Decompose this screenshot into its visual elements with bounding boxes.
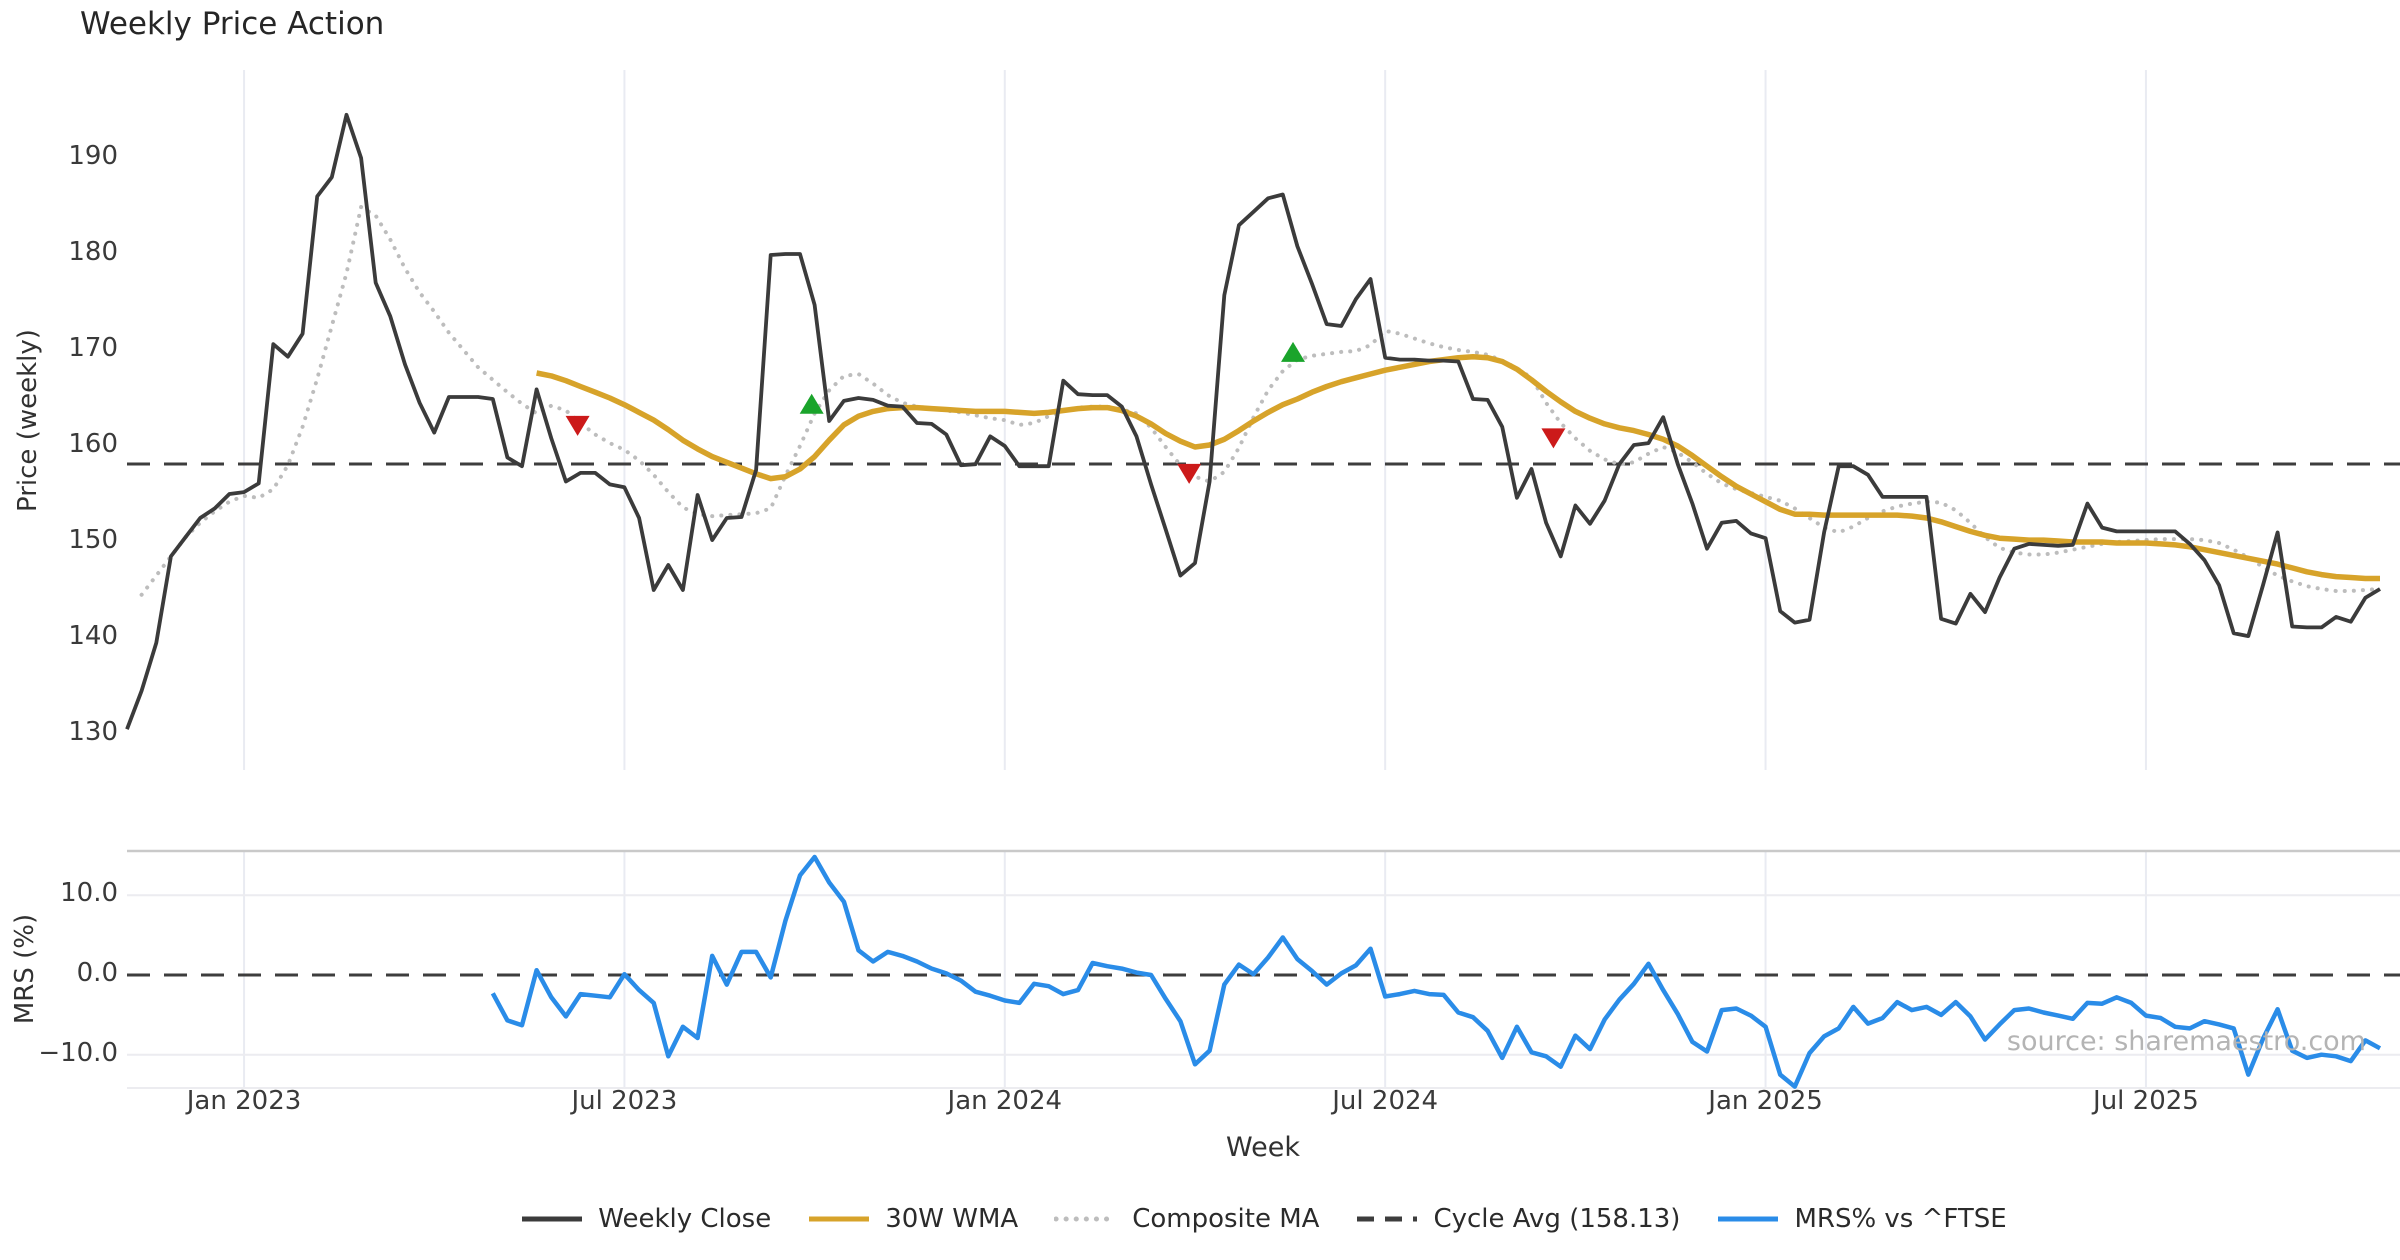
legend-item-30w-wma: 30W WMA [807, 1204, 1018, 1234]
legend-item-weekly-close: Weekly Close [520, 1204, 771, 1234]
week-tick-label: Jan 2024 [947, 1086, 1063, 1116]
sell-signal-marker [1177, 463, 1202, 484]
week-tick-label: Jul 2024 [1332, 1086, 1439, 1116]
legend-label: MRS% vs ^FTSE [1794, 1204, 2007, 1234]
mrs-tick-label: 10.0 [60, 878, 118, 909]
price-tick-label: 150 [68, 525, 118, 555]
price-tick-label: 130 [68, 717, 118, 747]
price-tick-label: 140 [68, 621, 118, 651]
legend-swatch [1357, 1216, 1418, 1222]
sell-signal-marker [565, 415, 590, 436]
composite-ma-line [139, 205, 2382, 597]
legend-label: 30W WMA [885, 1204, 1019, 1234]
legend-label: Cycle Avg (158.13) [1433, 1204, 1681, 1234]
legend-item-cycle-avg-158-13-: Cycle Avg (158.13) [1355, 1204, 1680, 1234]
legend-item-mrs-vs-ftse: MRS% vs ^FTSE [1716, 1204, 2007, 1234]
mrs-tick-label: −10.0 [38, 1037, 118, 1068]
mrs-line [490, 854, 2382, 1089]
legend-swatch [522, 1216, 583, 1222]
chart-legend: Weekly Close 30W WMA Composite MA Cycle Avg… [127, 1204, 2400, 1234]
mrs-tick-label: 0.0 [76, 958, 118, 988]
price-tick-label: 170 [68, 333, 118, 363]
weekly-close-line [125, 112, 2381, 730]
price-tick-label: 190 [68, 141, 118, 171]
sell-signal-marker [1541, 428, 1566, 449]
wma-30w-line [536, 353, 2380, 582]
legend-swatch [1054, 1216, 1119, 1222]
week-tick-label: Jul 2023 [571, 1086, 678, 1116]
week-tick-label: Jan 2023 [186, 1086, 302, 1116]
source-watermark: source: sharemaestro.com [2006, 1026, 2366, 1057]
legend-label: Composite MA [1132, 1204, 1320, 1234]
legend-label: Weekly Close [598, 1204, 772, 1234]
legend-swatch [1718, 1216, 1779, 1222]
price-tick-label: 160 [68, 429, 118, 459]
price-tick-label: 180 [68, 237, 118, 267]
week-axis-label: Week [1226, 1132, 1300, 1163]
week-tick-label: Jul 2025 [2093, 1086, 2199, 1116]
legend-item-composite-ma: Composite MA [1054, 1204, 1319, 1234]
buy-signal-marker [799, 393, 824, 414]
legend-swatch [809, 1216, 870, 1222]
buy-signal-marker [1281, 341, 1306, 362]
week-tick-label: Jan 2025 [1708, 1086, 1823, 1116]
chart-title: Weekly Price Action [80, 6, 385, 42]
